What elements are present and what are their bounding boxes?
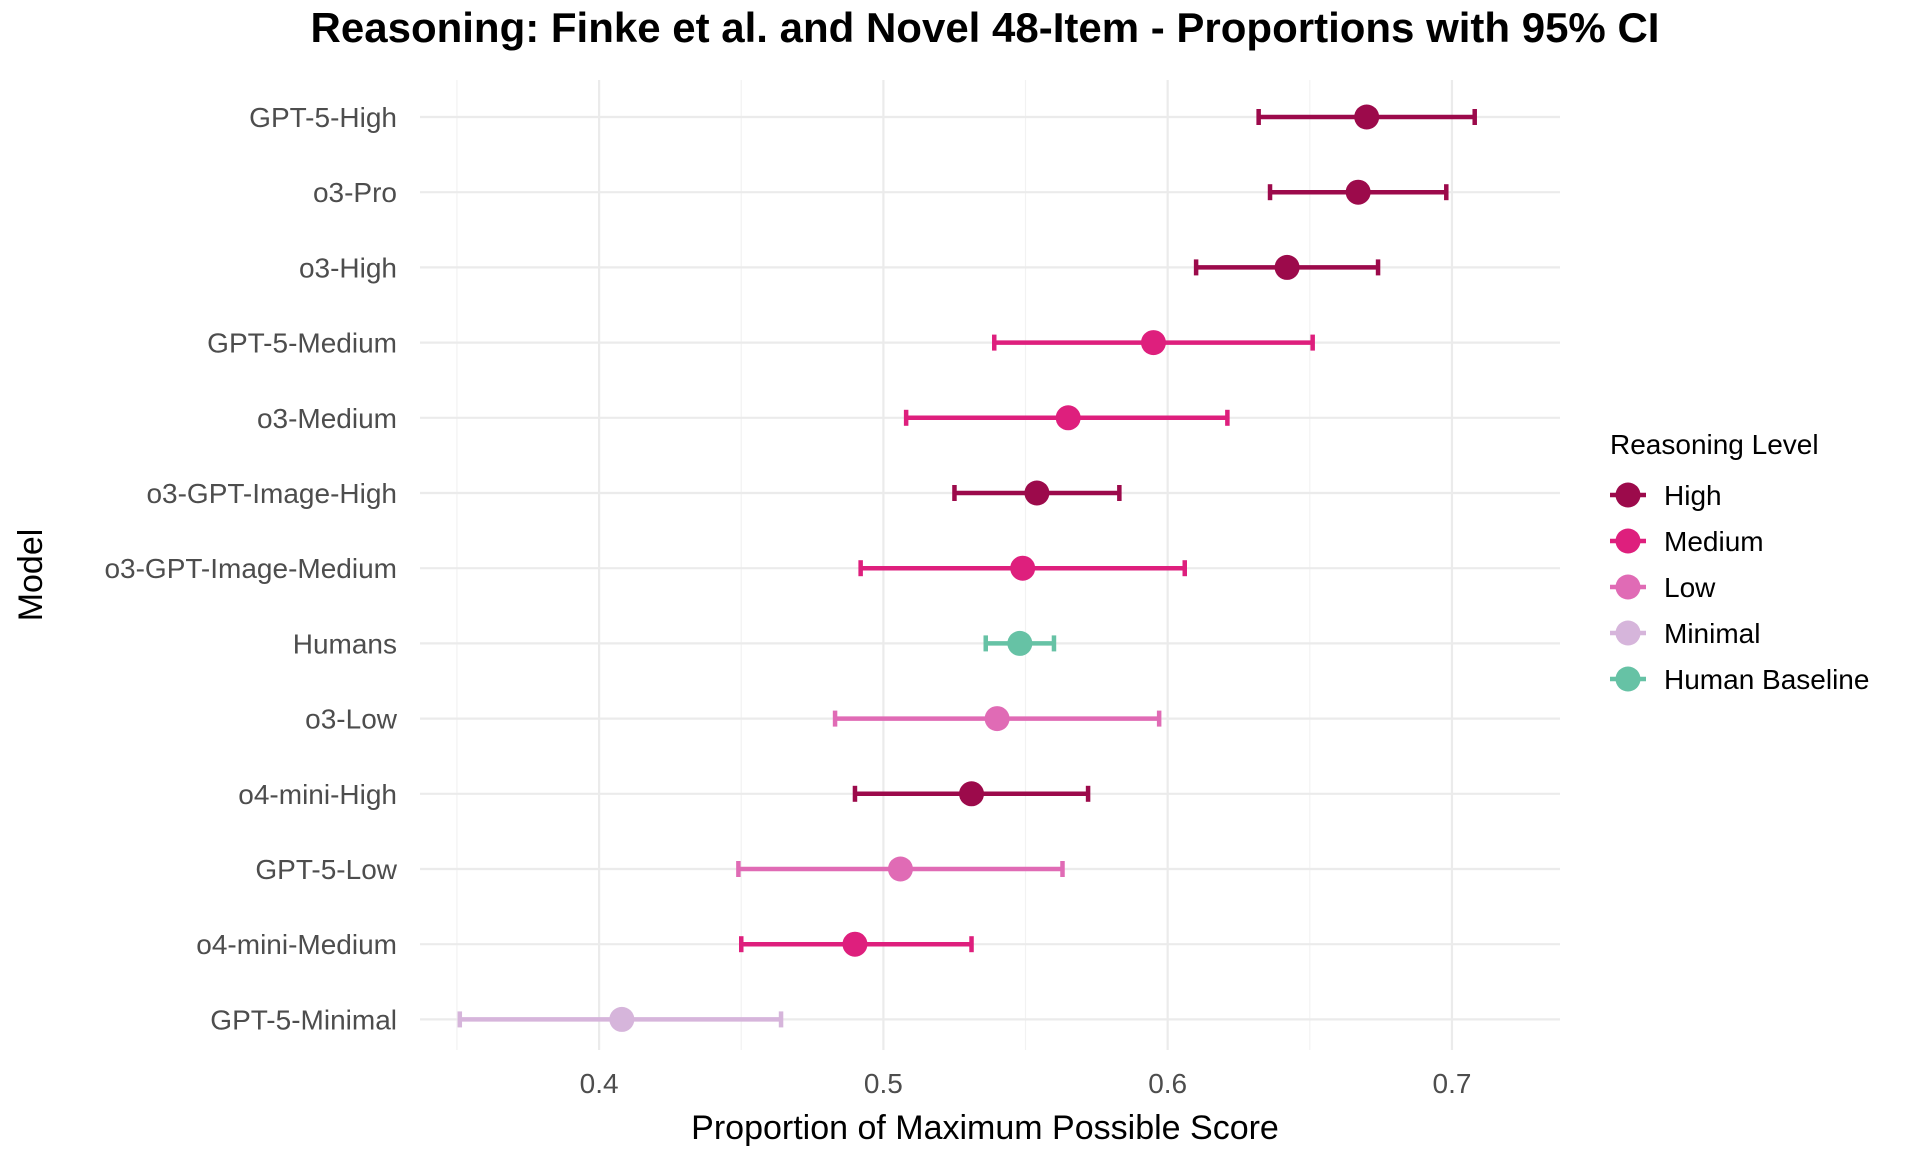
y-tick-label: o3-Medium: [257, 403, 397, 434]
legend-label: Low: [1664, 572, 1716, 603]
y-tick-label: GPT-5-Minimal: [210, 1004, 397, 1035]
data-point: [1007, 630, 1033, 656]
data-point: [1274, 254, 1300, 280]
x-tick-label: 0.5: [864, 1068, 903, 1099]
data-point-group: [903, 405, 1230, 431]
legend-key-point: [1615, 620, 1641, 646]
y-tick-label: o3-GPT-Image-Medium: [104, 553, 397, 584]
data-point: [1345, 179, 1371, 205]
x-tick-label: 0.4: [580, 1068, 619, 1099]
data-point: [609, 1006, 635, 1032]
y-tick-label: o4-mini-High: [238, 779, 397, 810]
data-point-group: [832, 706, 1162, 732]
legend-item: Medium: [1610, 526, 1764, 557]
data-point-group: [983, 630, 1057, 656]
legend-label: Human Baseline: [1664, 664, 1869, 695]
data-point-group: [1267, 179, 1449, 205]
y-tick-label: GPT-5-High: [249, 102, 397, 133]
x-tick-label: 0.6: [1148, 1068, 1187, 1099]
y-tick-label: o3-High: [299, 252, 397, 283]
legend-item: High: [1610, 480, 1722, 511]
legend-title: Reasoning Level: [1610, 429, 1819, 460]
y-tick-labels: GPT-5-High o3-Pro o3-High GPT-5-Medium o3-Me…: [104, 102, 397, 1035]
data-point-group: [1256, 104, 1477, 130]
legend-label: High: [1664, 480, 1722, 511]
data-point: [1010, 555, 1036, 581]
marks-layer: [457, 104, 1477, 1032]
y-tick-label: o3-Low: [305, 704, 398, 735]
legend-key-point: [1615, 482, 1641, 508]
y-axis-title: Model: [12, 529, 50, 622]
legend-key-point: [1615, 574, 1641, 600]
data-point: [959, 781, 985, 807]
y-tick-label: GPT-5-Low: [255, 854, 397, 885]
data-point-group: [952, 480, 1122, 506]
chart-title: Reasoning: Finke et al. and Novel 48-Ite…: [311, 4, 1660, 51]
data-point-group: [457, 1006, 784, 1032]
x-axis-title: Proportion of Maximum Possible Score: [691, 1109, 1279, 1147]
legend-key-point: [1615, 528, 1641, 554]
data-point: [984, 706, 1010, 732]
legend-key-point: [1615, 666, 1641, 692]
y-tick-label: o3-GPT-Image-High: [146, 478, 397, 509]
data-point-group: [852, 781, 1091, 807]
data-point-group: [1193, 254, 1381, 280]
y-tick-label: GPT-5-Medium: [207, 328, 397, 359]
data-point: [1024, 480, 1050, 506]
data-point-group: [736, 856, 1065, 882]
legend-item: Low: [1610, 572, 1716, 603]
data-point: [1140, 330, 1166, 356]
legend-item: Minimal: [1610, 618, 1760, 649]
legend-items: High Medium Low Minimal Human Baseline: [1610, 480, 1869, 695]
data-point-group: [992, 330, 1315, 356]
grid-layer: [420, 80, 1560, 1050]
legend: Reasoning Level High Medium Low Minimal Huma…: [1610, 429, 1869, 695]
data-point: [842, 931, 868, 957]
x-tick-labels: 0.4 0.5 0.6 0.7: [580, 1068, 1472, 1099]
legend-label: Minimal: [1664, 618, 1760, 649]
data-point: [887, 856, 913, 882]
data-point-group: [858, 555, 1187, 581]
x-tick-label: 0.7: [1433, 1068, 1472, 1099]
y-tick-label: Humans: [293, 628, 397, 659]
data-point-group: [738, 931, 974, 957]
legend-item: Human Baseline: [1610, 664, 1869, 695]
y-tick-label: o3-Pro: [313, 177, 397, 208]
data-point: [1055, 405, 1081, 431]
data-point: [1354, 104, 1380, 130]
y-tick-label: o4-mini-Medium: [196, 929, 397, 960]
legend-label: Medium: [1664, 526, 1764, 557]
